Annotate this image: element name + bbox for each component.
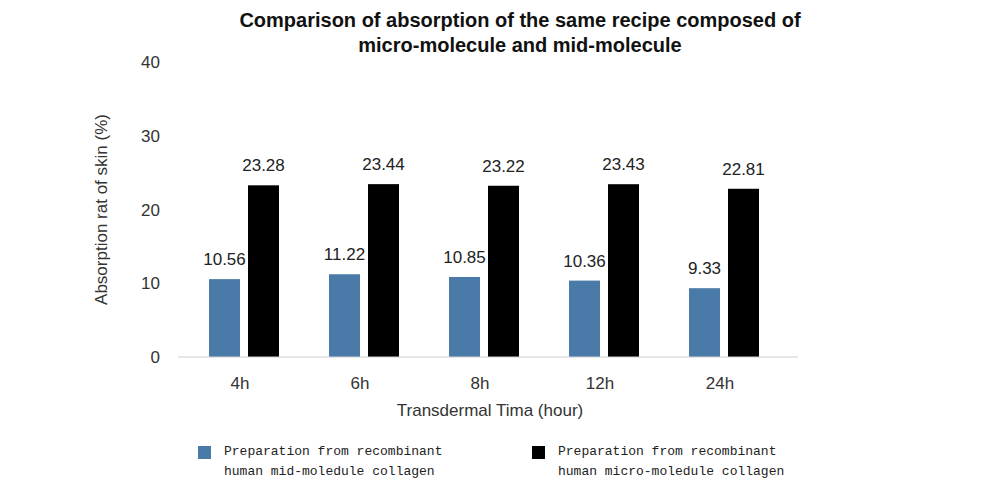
y-tick-label: 40 <box>141 53 160 72</box>
data-label: 10.56 <box>203 250 246 269</box>
bar <box>728 189 759 357</box>
y-axis-label: Absorption rat of skin (%) <box>92 114 111 305</box>
data-label: 9.33 <box>688 259 721 278</box>
data-label: 10.36 <box>563 252 606 271</box>
x-tick-label: 8h <box>471 374 490 393</box>
bar <box>608 184 639 357</box>
data-label: 10.85 <box>443 248 486 267</box>
x-tick-label: 6h <box>351 374 370 393</box>
bar <box>329 274 360 357</box>
data-label: 23.28 <box>242 156 285 175</box>
data-label: 23.43 <box>602 155 645 174</box>
chart-svg: 0 10 20 30 40 10.56 11.22 10.85 10.36 9.33 23.28 23… <box>0 0 1000 500</box>
x-tick-label: 4h <box>231 374 250 393</box>
legend-label: Preparation from recombinant human micro… <box>558 442 813 482</box>
y-tick-label: 20 <box>141 201 160 220</box>
x-tick-label: 12h <box>586 374 614 393</box>
bar <box>248 185 279 357</box>
x-axis-label: Transdermal Tima (hour) <box>397 401 583 420</box>
legend-label: Preparation from recombinant human mid-m… <box>224 442 479 482</box>
bar <box>689 288 720 357</box>
y-tick-label: 30 <box>141 127 160 146</box>
bar <box>209 279 240 357</box>
y-tick-label: 10 <box>141 274 160 293</box>
chart-root: Comparison of absorption of the same rec… <box>0 0 1000 500</box>
bar <box>488 186 519 357</box>
y-tick-label: 0 <box>151 348 160 367</box>
data-label: 23.22 <box>482 157 525 176</box>
data-label: 22.81 <box>722 160 765 179</box>
bar <box>569 281 600 357</box>
legend-swatch <box>532 446 545 459</box>
chart-title: Comparison of absorption of the same rec… <box>220 8 820 58</box>
bar <box>449 277 480 357</box>
data-label: 11.22 <box>324 245 365 264</box>
x-tick-label: 24h <box>706 374 734 393</box>
data-label: 23.44 <box>362 155 405 174</box>
x-axis-line <box>178 356 798 357</box>
bars <box>209 184 759 357</box>
legend-swatch <box>198 446 211 459</box>
bar <box>368 184 399 357</box>
